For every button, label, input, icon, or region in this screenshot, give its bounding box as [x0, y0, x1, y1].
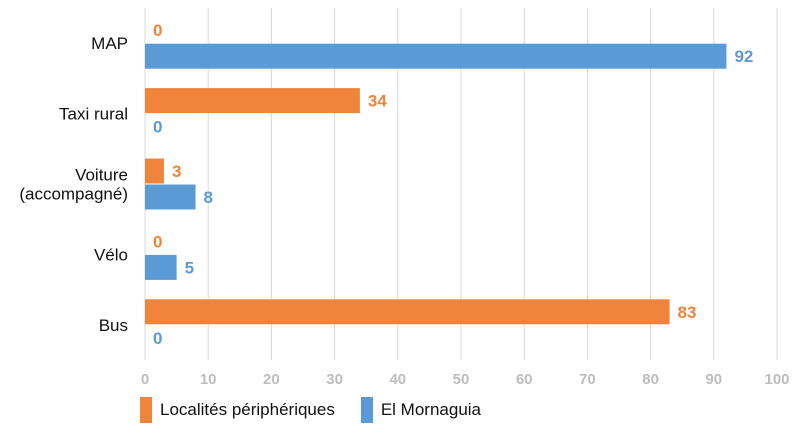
legend: Localités périphériques El Mornaguia [140, 397, 507, 423]
category-label: Voiture [75, 166, 128, 185]
legend-item-localites: Localités périphériques [140, 397, 335, 423]
bar-el-mornaguia-velo [145, 254, 177, 280]
bar-el-mornaguia-map [145, 43, 727, 69]
data-label: 34 [368, 92, 387, 111]
x-tick-label: 100 [764, 371, 789, 388]
x-tick-label: 50 [453, 371, 470, 388]
x-tick-label: 70 [579, 371, 596, 388]
data-label: 83 [678, 303, 697, 322]
x-tick-label: 60 [516, 371, 533, 388]
x-tick-labels: 0 10 20 30 40 50 60 70 80 90 100 [141, 371, 790, 388]
legend-swatch-mornaguia [360, 397, 373, 423]
data-label: 3 [172, 162, 181, 181]
category-label: Vélo [94, 245, 128, 264]
bars: 0 92 34 0 3 8 0 5 83 0 [145, 21, 753, 348]
legend-label-mornaguia: El Mornaguia [380, 400, 482, 419]
bar-localites-peripheriques-taxi-rural [145, 88, 360, 114]
legend-item-mornaguia: El Mornaguia [360, 397, 482, 423]
x-tick-label: 10 [200, 371, 217, 388]
x-tick-label: 80 [642, 371, 659, 388]
category-label: (accompagné) [19, 185, 128, 204]
bar-localites-peripheriques-bus [145, 299, 670, 325]
data-label: 5 [185, 258, 194, 277]
x-tick-label: 0 [141, 371, 149, 388]
data-label: 92 [734, 47, 753, 66]
legend-swatch-localites [140, 397, 152, 423]
data-label: 0 [153, 118, 162, 137]
category-labels: MAP Taxi rural Voiture(accompagné) Vélo Bus [19, 34, 128, 335]
x-tick-label: 30 [326, 371, 343, 388]
data-label: 8 [204, 188, 213, 207]
data-label: 0 [153, 329, 162, 348]
category-label: MAP [91, 34, 128, 53]
x-tick-label: 40 [389, 371, 406, 388]
data-label: 0 [153, 232, 162, 251]
legend-label-localites: Localités périphériques [160, 400, 335, 419]
x-tick-label: 90 [705, 371, 722, 388]
data-label: 0 [153, 21, 162, 40]
x-tick-label: 20 [263, 371, 280, 388]
category-label: Taxi rural [59, 105, 128, 124]
category-label: Bus [99, 316, 128, 335]
bar-localites-peripheriques-voiture-accompagne [145, 158, 164, 184]
bar-el-mornaguia-voiture-accompagne [145, 184, 196, 210]
